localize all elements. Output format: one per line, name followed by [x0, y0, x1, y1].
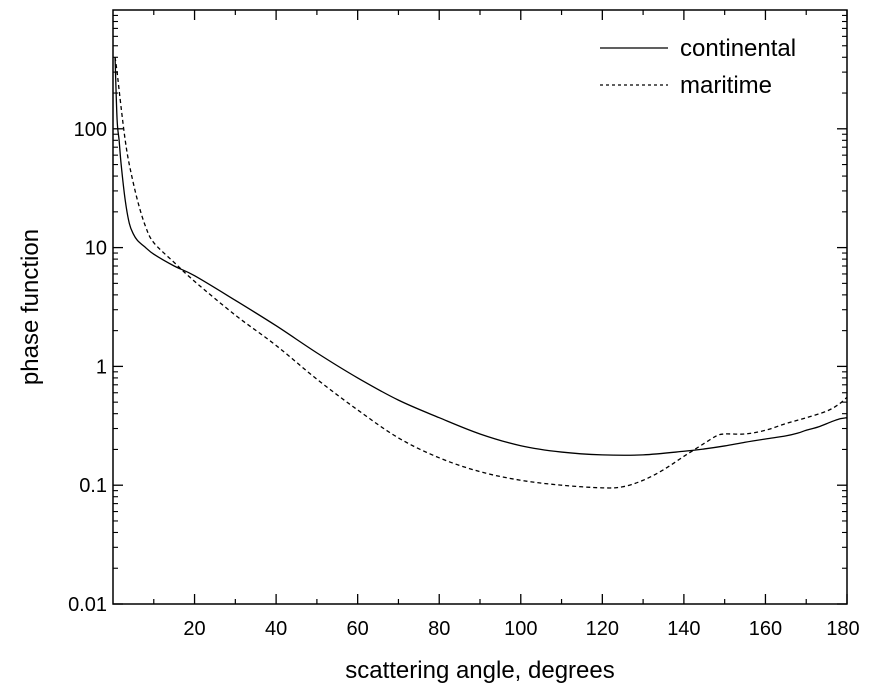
- x-tick-label: 20: [183, 618, 205, 640]
- x-tick-label: 180: [826, 618, 859, 640]
- legend-label-continental: continental: [680, 35, 796, 62]
- plot-frame: [112, 9, 848, 605]
- x-tick-label: 100: [504, 618, 537, 640]
- y-tick-label: 100: [74, 119, 107, 141]
- y-tick-label: 1: [96, 356, 107, 378]
- y-tick-label: 0.1: [79, 475, 107, 497]
- series-layer: [114, 57, 847, 489]
- y-tick-label: 0.01: [68, 594, 107, 616]
- y-axis-ticks: 0.01 0.1 1 10 100: [68, 14, 847, 616]
- x-tick-label: 120: [586, 618, 619, 640]
- y-tick-label: 10: [85, 238, 107, 260]
- series-line-maritime: [114, 57, 847, 489]
- x-axis-ticks: 20 40 60 80 100 120 140 160 180: [153, 10, 860, 640]
- y-axis-label: phase function: [17, 229, 44, 385]
- x-axis-label: scattering angle, degrees: [345, 657, 615, 684]
- x-tick-label: 60: [347, 618, 369, 640]
- series-line-continental: [114, 57, 847, 456]
- legend: continental maritime: [600, 35, 796, 99]
- x-tick-label: 80: [428, 618, 450, 640]
- x-tick-label: 40: [265, 618, 287, 640]
- legend-label-maritime: maritime: [680, 72, 772, 99]
- x-tick-label: 140: [667, 618, 700, 640]
- x-tick-label: 160: [749, 618, 782, 640]
